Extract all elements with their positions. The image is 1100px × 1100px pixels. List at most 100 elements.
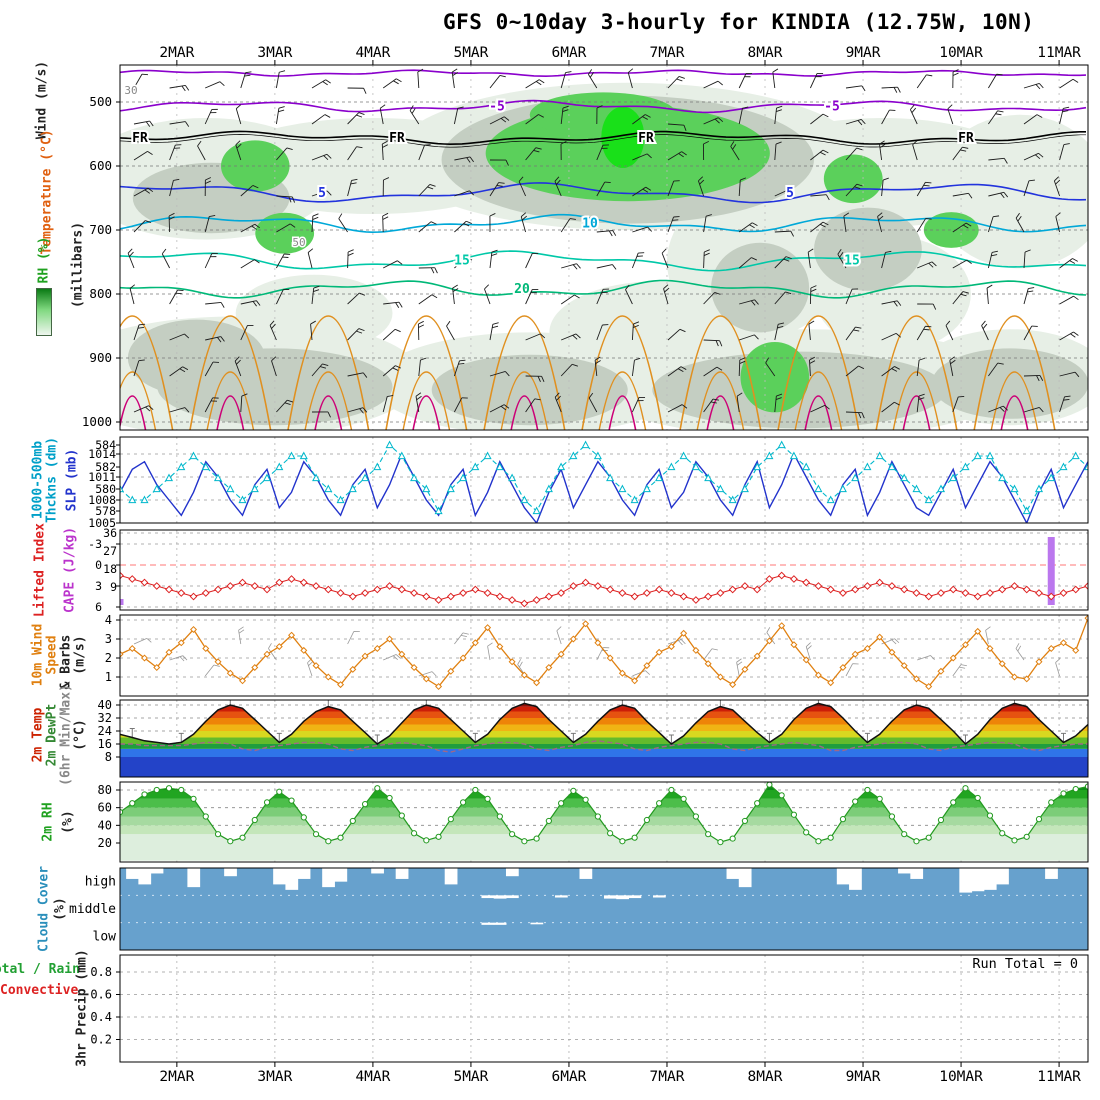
- svg-text:800: 800: [89, 286, 112, 301]
- svg-text:50: 50: [292, 236, 305, 249]
- svg-text:2MAR: 2MAR: [159, 1069, 194, 1085]
- svg-text:low: low: [93, 929, 117, 944]
- p2-slp-label: SLP (mb): [64, 448, 80, 512]
- svg-text:5: 5: [318, 186, 326, 201]
- page-title: GFS 0~10day 3-hourly for KINDIA (12.75W,…: [443, 10, 1035, 34]
- svg-text:3: 3: [95, 579, 102, 593]
- panel-precip: 0.2 0.4 0.6 0.8: [90, 954, 1089, 1063]
- svg-text:-5: -5: [489, 99, 505, 114]
- svg-text:80: 80: [98, 783, 112, 797]
- svg-text:FR: FR: [638, 131, 654, 146]
- svg-text:1014: 1014: [88, 447, 116, 461]
- svg-text:6MAR: 6MAR: [551, 1069, 586, 1085]
- p1-wind-axis-label: Wind (m/s): [34, 60, 50, 140]
- svg-text:582: 582: [95, 460, 116, 474]
- panel-cloud-cover: high middle low: [69, 867, 1089, 951]
- svg-text:6MAR: 6MAR: [551, 45, 586, 61]
- svg-text:4: 4: [105, 613, 112, 627]
- svg-text:FR: FR: [389, 131, 405, 146]
- p8-convective-legend: Convective: [0, 983, 79, 998]
- svg-text:11MAR: 11MAR: [1037, 45, 1081, 61]
- svg-text:1: 1: [105, 670, 112, 684]
- svg-text:8MAR: 8MAR: [748, 1069, 783, 1085]
- svg-text:3MAR: 3MAR: [257, 1069, 292, 1085]
- svg-text:5: 5: [786, 186, 794, 201]
- p6-rh-label: 2m RH: [40, 802, 56, 842]
- svg-text:18: 18: [103, 562, 117, 576]
- p8-total-rain-legend: Total / Rain: [0, 962, 80, 977]
- p5-dewpt-label: 2m DewPt: [44, 703, 60, 767]
- x-axis: 2MAR 2MAR 3MAR 3MAR 4MAR 4MAR 5MAR 5MAR 6MAR 6MAR…: [159, 45, 1081, 1085]
- svg-text:20: 20: [514, 282, 530, 297]
- p3-lifted-index-label: Lifted Index: [32, 523, 48, 617]
- svg-text:10MAR: 10MAR: [939, 1069, 983, 1085]
- svg-text:700: 700: [89, 222, 112, 237]
- svg-text:580: 580: [95, 482, 116, 496]
- svg-text:7MAR: 7MAR: [650, 45, 685, 61]
- svg-text:0.8: 0.8: [90, 965, 112, 979]
- svg-text:27: 27: [103, 544, 117, 558]
- p6-unit-label: (%): [60, 810, 76, 834]
- svg-text:3: 3: [105, 632, 112, 646]
- svg-text:0.2: 0.2: [90, 1033, 112, 1047]
- p7-unit-label: (%): [52, 897, 68, 921]
- panel-wind10m: 1 2 3 4: [105, 613, 1089, 697]
- svg-text:36: 36: [103, 526, 117, 540]
- svg-text:15: 15: [454, 254, 470, 269]
- svg-text:-3: -3: [88, 537, 102, 551]
- svg-text:578: 578: [95, 504, 116, 518]
- svg-text:1011: 1011: [88, 470, 116, 484]
- p3-cape-label: CAPE (J/kg): [62, 526, 78, 614]
- svg-text:1005: 1005: [88, 516, 116, 530]
- svg-text:5MAR: 5MAR: [453, 1069, 488, 1085]
- svg-text:584: 584: [95, 438, 116, 452]
- p5-minmax-label: (6hr Min/Max): [58, 684, 74, 786]
- svg-text:2MAR: 2MAR: [159, 45, 194, 61]
- svg-text:24: 24: [98, 724, 112, 738]
- svg-text:8: 8: [105, 750, 112, 764]
- p4-barbs-label: & Barbs: [58, 634, 74, 690]
- svg-text:8MAR: 8MAR: [748, 45, 783, 61]
- svg-text:900: 900: [89, 350, 112, 365]
- p1-millibars-axis-label: (millibars): [70, 221, 86, 309]
- p1-rh-axis-label: RH (%): [36, 236, 52, 284]
- svg-text:10: 10: [582, 217, 598, 232]
- svg-text:7MAR: 7MAR: [650, 1069, 685, 1085]
- svg-text:9MAR: 9MAR: [846, 1069, 881, 1085]
- svg-text:5MAR: 5MAR: [453, 45, 488, 61]
- panel-slp-thickness: 1005 1008 1011 1014 578 580 582 584: [88, 436, 1089, 530]
- svg-text:0.6: 0.6: [90, 988, 112, 1002]
- svg-text:1000: 1000: [82, 414, 112, 429]
- svg-text:-5: -5: [824, 99, 840, 114]
- p4-unit-label: (m/s): [72, 635, 88, 675]
- svg-text:0: 0: [95, 558, 102, 572]
- svg-text:0.4: 0.4: [90, 1010, 112, 1024]
- svg-text:32: 32: [98, 711, 112, 725]
- svg-text:2: 2: [105, 651, 112, 665]
- svg-text:4MAR: 4MAR: [355, 1069, 390, 1085]
- svg-text:1008: 1008: [88, 493, 116, 507]
- rh-colorbar-legend: [36, 288, 52, 336]
- p8-precip-axis-label: 3hr Precip (mm): [74, 949, 90, 1067]
- svg-text:40: 40: [98, 698, 112, 712]
- svg-text:FR: FR: [132, 131, 148, 146]
- svg-text:3MAR: 3MAR: [257, 45, 292, 61]
- svg-text:30: 30: [124, 84, 137, 97]
- svg-text:middle: middle: [69, 902, 116, 917]
- svg-text:4MAR: 4MAR: [355, 45, 390, 61]
- svg-text:6: 6: [95, 600, 102, 614]
- svg-text:60: 60: [98, 801, 112, 815]
- svg-text:9: 9: [110, 580, 117, 594]
- p7-cloud-cover-label: Cloud Cover: [36, 865, 52, 953]
- svg-text:high: high: [85, 875, 116, 890]
- p5-unit-label: (°C): [72, 719, 88, 751]
- p4-wind-label-line1: 10m Wind: [30, 623, 46, 687]
- svg-text:20: 20: [98, 836, 112, 850]
- svg-text:500: 500: [89, 94, 112, 109]
- svg-text:600: 600: [89, 158, 112, 173]
- p2-thickness-label-line1: 1000-500mb: [30, 440, 46, 520]
